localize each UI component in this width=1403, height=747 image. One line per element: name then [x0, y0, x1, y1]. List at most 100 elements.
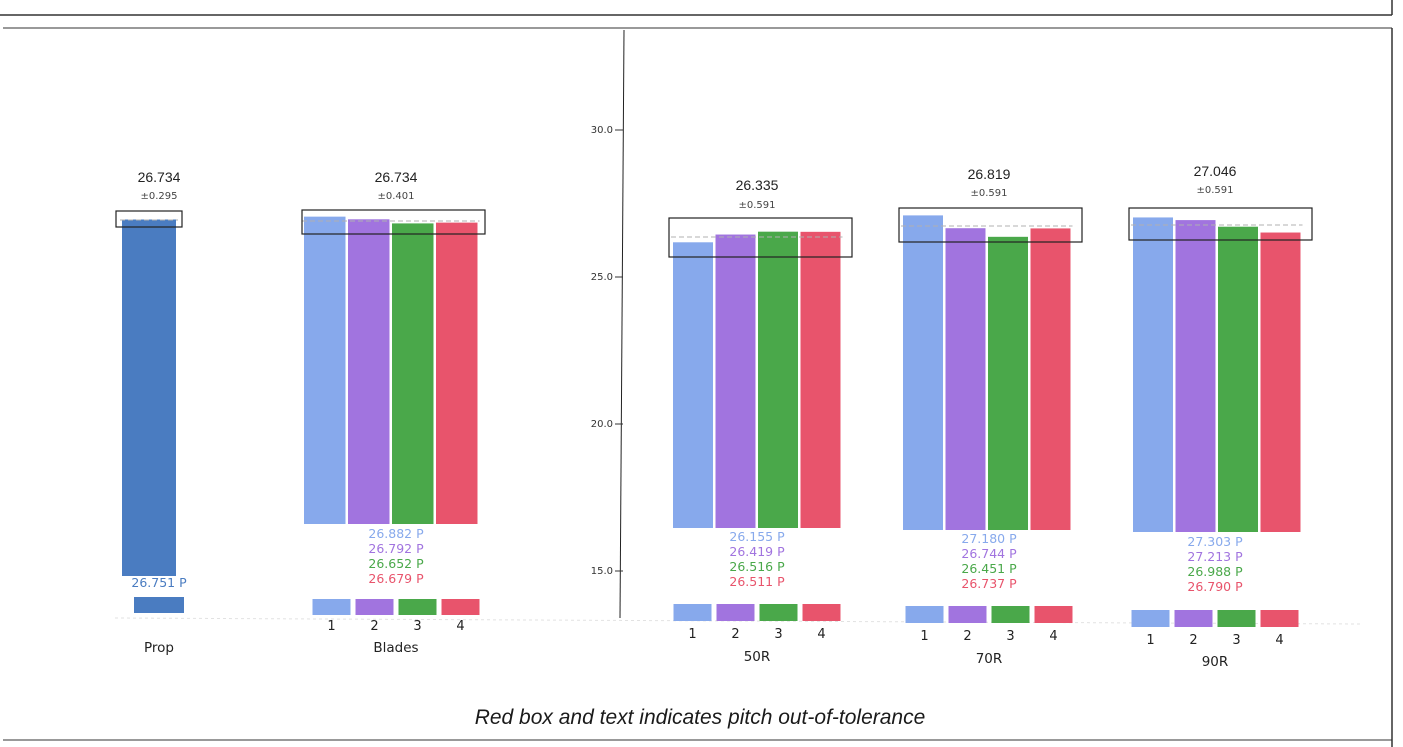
- blade-number-label: 3: [1006, 629, 1014, 644]
- bar-value-label: 26.516 P: [729, 559, 785, 574]
- bar: [1260, 232, 1301, 532]
- legend-swatch: [1174, 610, 1213, 627]
- bar-value-label: 26.419 P: [729, 544, 785, 559]
- legend-swatch: [355, 599, 394, 615]
- legend-swatch: [1131, 610, 1170, 627]
- bar: [392, 223, 434, 524]
- group-tolerance-label: ±0.591: [970, 188, 1007, 199]
- legend-swatch: [673, 604, 712, 621]
- bar-value-label: 26.988 P: [1187, 564, 1243, 579]
- legend-swatch: [312, 599, 351, 615]
- blade-number-label: 1: [327, 619, 335, 634]
- blade-number-label: 4: [1049, 629, 1057, 644]
- bar: [673, 242, 713, 529]
- legend-swatch: [759, 604, 798, 621]
- blade-number-label: 3: [413, 619, 421, 634]
- bar-value-label: 26.511 P: [729, 574, 785, 589]
- legend-swatch: [1260, 610, 1299, 627]
- legend-swatch: [802, 604, 841, 621]
- y-tick-label: 30.0: [591, 125, 613, 136]
- group-mean-label: 26.335: [736, 177, 779, 193]
- blade-number-label: 1: [920, 629, 928, 644]
- blade-number-label: 1: [688, 627, 696, 642]
- bar-value-label: 26.790 P: [1187, 579, 1243, 594]
- blade-number-label: 4: [1275, 633, 1283, 648]
- legend-swatch: [441, 599, 480, 615]
- bar-value-label: 27.213 P: [1187, 549, 1243, 564]
- bar-value-label: 26.451 P: [961, 561, 1017, 576]
- group-90r: 27.046 ±0.591 27.303 P27.213 P26.988 P26.7…: [1128, 163, 1313, 670]
- blade-number-label: 1: [1146, 633, 1154, 648]
- tolerance-box: [1128, 207, 1313, 241]
- bar: [903, 215, 943, 530]
- legend-swatch: [134, 597, 184, 613]
- bar-value-label: 26.155 P: [729, 529, 785, 544]
- group-70r: 26.819 ±0.591 27.180 P26.744 P26.451 P26.7…: [898, 166, 1083, 667]
- y-tick-label: 25.0: [591, 272, 613, 283]
- group-tolerance-label: ±0.401: [377, 191, 414, 202]
- group-label: Blades: [373, 640, 418, 656]
- bar-value-label: 26.792 P: [368, 541, 424, 556]
- tolerance-box: [115, 210, 183, 228]
- group-label: 70R: [976, 651, 1003, 667]
- bar: [122, 219, 176, 577]
- blade-number-label: 4: [817, 627, 825, 642]
- bar-value-label: 26.737 P: [961, 576, 1017, 591]
- legend-swatch: [948, 606, 987, 623]
- bar-value-label: 26.751 P: [131, 575, 187, 590]
- bar: [1030, 228, 1071, 530]
- bar-value-label: 26.882 P: [368, 526, 424, 541]
- blade-number-label: 2: [370, 619, 378, 634]
- bar-value-label: 27.303 P: [1187, 534, 1243, 549]
- group-tolerance-label: ±0.591: [1196, 185, 1233, 196]
- blade-number-label: 3: [774, 627, 782, 642]
- bar: [945, 228, 986, 530]
- y-tick-label: 20.0: [591, 419, 613, 430]
- legend-swatch: [991, 606, 1030, 623]
- bar: [304, 216, 346, 524]
- legend-swatch: [905, 606, 944, 623]
- blade-number-label: 4: [456, 619, 464, 634]
- bar-value-label: 26.679 P: [368, 571, 424, 586]
- legend-swatch: [1217, 610, 1256, 627]
- bar: [436, 222, 478, 524]
- legend-swatch: [398, 599, 437, 615]
- bar: [1133, 217, 1173, 532]
- group-mean-label: 26.734: [138, 169, 181, 185]
- bar: [800, 231, 841, 528]
- chart-caption: Red box and text indicates pitch out-of-…: [474, 706, 926, 729]
- group-tolerance-label: ±0.591: [738, 200, 775, 211]
- group-label: 50R: [744, 649, 771, 665]
- bar-value-label: 26.652 P: [368, 556, 424, 571]
- bar: [715, 234, 756, 528]
- group-label: 90R: [1202, 654, 1229, 670]
- blade-number-label: 2: [731, 627, 739, 642]
- legend-swatch: [716, 604, 755, 621]
- group-prop: 26.734 ±0.295 26.751 P Prop: [115, 169, 187, 656]
- tolerance-box: [898, 207, 1083, 243]
- group-label: Prop: [144, 640, 174, 656]
- group-mean-label: 27.046: [1194, 163, 1237, 179]
- blade-number-label: 2: [1189, 633, 1197, 648]
- bar: [348, 219, 390, 524]
- bar: [1218, 226, 1258, 532]
- group-50r: 26.335 ±0.591 26.155 P26.419 P26.516 P26.5…: [668, 177, 853, 665]
- bar: [988, 236, 1028, 530]
- group-mean-label: 26.734: [375, 169, 418, 185]
- group-tolerance-label: ±0.295: [140, 191, 177, 202]
- y-axis-line: [619, 29, 625, 619]
- bar: [1175, 220, 1216, 532]
- legend-swatch: [1034, 606, 1073, 623]
- tolerance-box: [668, 217, 853, 258]
- tolerance-box: [301, 209, 486, 235]
- bar-value-label: 27.180 P: [961, 531, 1017, 546]
- blade-number-label: 3: [1232, 633, 1240, 648]
- group-blades: 26.734 ±0.401 26.882 P26.792 P26.652 P26.6…: [301, 169, 486, 656]
- bar-value-label: 26.744 P: [961, 546, 1017, 561]
- blade-number-label: 2: [963, 629, 971, 644]
- group-mean-label: 26.819: [968, 166, 1011, 182]
- y-tick-label: 15.0: [591, 566, 613, 577]
- bar: [758, 231, 798, 529]
